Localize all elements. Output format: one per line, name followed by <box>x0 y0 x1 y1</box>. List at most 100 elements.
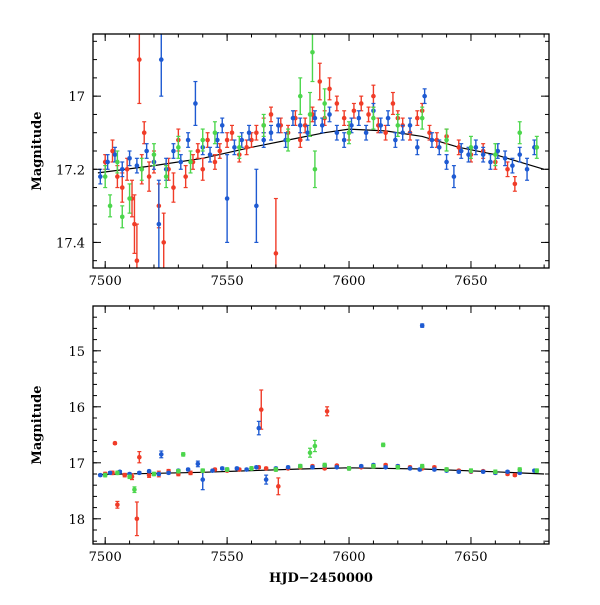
data-point-green <box>200 468 206 473</box>
series-red <box>102 389 518 537</box>
data-point-blue <box>256 420 262 436</box>
data-point-blue <box>107 470 113 476</box>
data-point-blue <box>456 469 462 475</box>
data-point-green <box>127 183 132 214</box>
data-point-red <box>415 110 420 127</box>
data-point-blue <box>385 110 391 127</box>
data-point-red <box>146 161 152 192</box>
data-point-blue <box>480 469 486 475</box>
data-point-green <box>312 150 318 189</box>
data-point-blue <box>285 464 291 470</box>
y-tick-label: 18 <box>68 513 85 528</box>
data-point-green <box>395 464 401 470</box>
data-point-blue <box>393 132 398 148</box>
data-point-red <box>161 212 167 268</box>
data-point-blue <box>488 154 493 170</box>
data-point-blue <box>312 110 318 127</box>
data-point-red <box>427 124 432 141</box>
data-point-red <box>132 194 137 254</box>
data-point-blue <box>356 110 362 127</box>
data-point-blue <box>261 132 266 148</box>
data-point-blue <box>246 124 252 141</box>
data-point-blue <box>119 161 125 178</box>
data-point-green <box>322 88 327 119</box>
plot-area <box>97 323 545 537</box>
data-point-blue <box>219 117 225 134</box>
y-tick-label: 17.4 <box>56 236 85 251</box>
data-point-green <box>371 463 376 469</box>
data-point-red <box>512 472 518 478</box>
data-point-blue <box>517 146 523 163</box>
data-point-green <box>102 472 108 478</box>
data-point-blue <box>219 466 225 471</box>
data-point-green <box>419 106 425 130</box>
y-tick-label: 17 <box>68 457 85 472</box>
data-point-green <box>127 474 132 480</box>
data-point-red <box>205 132 210 148</box>
data-point-red <box>229 124 235 141</box>
data-point-green <box>419 463 425 469</box>
data-point-green <box>237 135 242 159</box>
data-point-green <box>151 143 157 167</box>
data-point-blue <box>98 168 103 185</box>
data-point-blue <box>290 110 296 127</box>
data-point-red <box>358 95 364 112</box>
data-point-blue <box>98 472 103 478</box>
data-point-red <box>217 143 223 159</box>
data-point-blue <box>473 139 479 156</box>
y-tick-label: 17.2 <box>56 163 85 178</box>
data-point-green <box>297 77 303 116</box>
data-point-green <box>102 165 108 189</box>
top-panel: Magnitude 7500 7550 7600 7650 17 17.2 17.4 <box>30 33 550 289</box>
data-point-blue <box>232 139 237 156</box>
data-point-green <box>176 468 181 474</box>
data-point-blue <box>422 88 427 105</box>
x-tick-label: 7600 <box>332 550 365 565</box>
data-point-red <box>110 139 115 163</box>
data-point-red <box>263 466 269 471</box>
data-point-blue <box>178 154 184 170</box>
data-point-blue <box>334 124 340 141</box>
data-point-blue <box>349 117 354 134</box>
data-point-green <box>180 452 186 457</box>
data-point-red <box>317 62 323 101</box>
data-point-blue <box>358 463 364 469</box>
data-point-red <box>141 121 147 145</box>
series-green <box>102 439 540 494</box>
data-point-blue <box>419 323 425 328</box>
data-point-blue <box>207 146 213 163</box>
data-point-red <box>334 95 340 112</box>
data-point-blue <box>185 467 191 472</box>
data-point-green <box>176 135 181 159</box>
data-point-red <box>195 143 201 159</box>
data-point-green <box>132 486 137 494</box>
data-point-red <box>137 451 142 464</box>
data-point-green <box>322 462 327 468</box>
data-point-green <box>346 466 352 471</box>
data-point-blue <box>436 139 442 156</box>
data-point-green <box>371 106 376 130</box>
data-point-green <box>468 135 474 159</box>
data-point-green <box>119 205 125 229</box>
x-tick-label: 7650 <box>454 274 487 289</box>
data-point-red <box>273 197 279 268</box>
data-point-green <box>139 157 145 181</box>
bottom-ylabel: Magnitude <box>30 385 45 464</box>
data-point-blue <box>112 146 118 163</box>
data-point-blue <box>458 143 464 159</box>
data-point-blue <box>239 132 245 148</box>
data-point-green <box>307 447 313 458</box>
x-tick-label: 7550 <box>211 550 244 565</box>
data-point-blue <box>127 150 132 167</box>
data-point-blue <box>383 464 388 470</box>
model-curve <box>97 128 545 174</box>
data-point-red <box>134 501 140 537</box>
data-point-blue <box>480 146 486 163</box>
data-point-red <box>171 172 176 203</box>
data-point-blue <box>254 464 259 470</box>
data-point-red <box>122 472 128 478</box>
data-point-green <box>188 150 193 174</box>
data-point-red <box>224 132 230 148</box>
